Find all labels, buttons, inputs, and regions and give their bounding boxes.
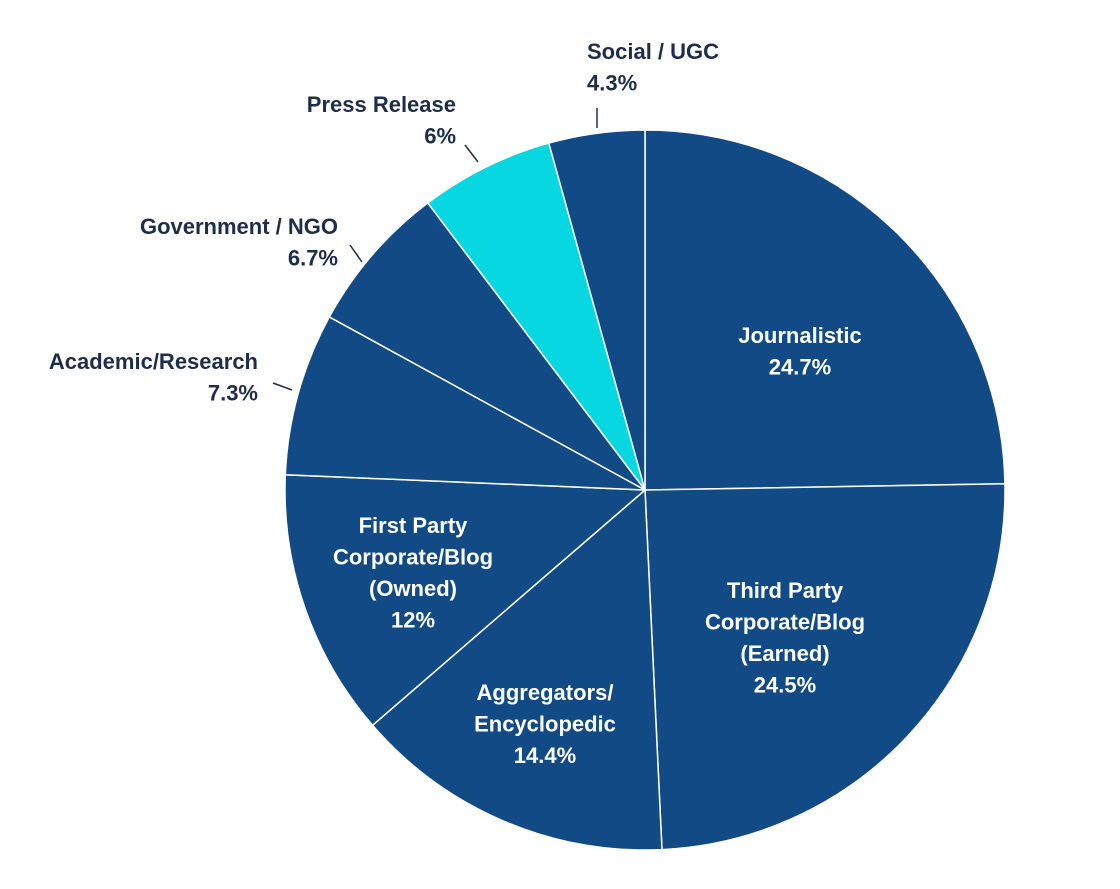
slice-value-label: 7.3% bbox=[208, 381, 258, 406]
slice-value-label: 4.3% bbox=[587, 71, 637, 96]
pie-slice bbox=[644, 483, 1006, 851]
slice-label: Press Release bbox=[307, 92, 456, 117]
slice-value-label: 6% bbox=[424, 124, 456, 149]
slice-label: (Earned) bbox=[740, 641, 829, 666]
slice-label: First Party bbox=[359, 513, 469, 538]
slice-label: Academic/Research bbox=[49, 349, 258, 374]
leader-line bbox=[349, 244, 363, 263]
leader-line bbox=[464, 144, 479, 163]
slice-label: Social / UGC bbox=[587, 39, 719, 64]
slice-label: Corporate/Blog bbox=[705, 610, 865, 635]
slice-label: Aggregators/ bbox=[477, 680, 614, 705]
slice-label: (Owned) bbox=[369, 576, 457, 601]
pie-slice bbox=[371, 488, 663, 851]
slice-value-label: 12% bbox=[391, 608, 435, 633]
pie-slice bbox=[284, 315, 646, 491]
slice-label: Journalistic bbox=[738, 323, 861, 348]
slice-label: Government / NGO bbox=[140, 214, 338, 239]
pie-slice bbox=[644, 129, 1006, 491]
pie-slice bbox=[284, 473, 647, 727]
slice-value-label: 24.7% bbox=[769, 355, 831, 380]
leader-line bbox=[272, 382, 293, 391]
slice-label: Encyclopedic bbox=[474, 712, 616, 737]
slice-value-label: 14.4% bbox=[514, 743, 576, 768]
slice-label: Corporate/Blog bbox=[333, 545, 493, 570]
slice-value-label: 6.7% bbox=[288, 246, 338, 271]
slice-value-label: 24.5% bbox=[754, 673, 816, 698]
slice-label: Third Party bbox=[727, 578, 844, 603]
pie-slice bbox=[547, 129, 646, 491]
pie-slice bbox=[426, 142, 646, 491]
pie-slice bbox=[328, 201, 646, 491]
